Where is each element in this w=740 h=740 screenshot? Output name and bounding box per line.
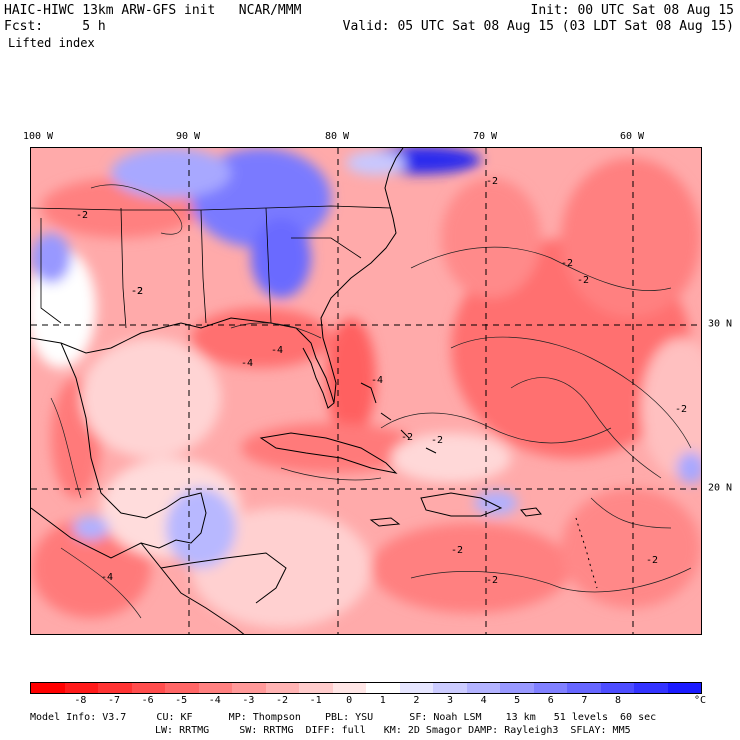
contour-label: -2 bbox=[76, 210, 88, 221]
colorbar-segment bbox=[600, 683, 634, 693]
colorbar-segment bbox=[64, 683, 98, 693]
contour-label: -2 bbox=[401, 432, 413, 443]
colorbar-segment bbox=[433, 683, 467, 693]
colorbar-segment bbox=[667, 683, 701, 693]
colorbar-segment bbox=[232, 683, 266, 693]
contour-label: -2 bbox=[577, 275, 589, 286]
coastlines bbox=[31, 148, 598, 634]
colorbar-tick-label: 3 bbox=[446, 695, 454, 706]
lon-label-70w: 70 W bbox=[472, 131, 498, 142]
colorbar-tick-label: -3 bbox=[242, 695, 255, 706]
valid-time: Valid: 05 UTC Sat 08 Aug 15 (03 LDT Sat … bbox=[342, 19, 734, 34]
graticule bbox=[31, 148, 701, 634]
field-name: Lifted index bbox=[8, 36, 95, 50]
contour-label: -2 bbox=[486, 575, 498, 586]
model-info-line1: Model Info: V3.7 CU: KF MP: Thompson PBL… bbox=[30, 712, 657, 723]
contour-label: -2 bbox=[131, 286, 143, 297]
model-title: HAIC-HIWC 13km ARW-GFS init NCAR/MMM bbox=[4, 3, 302, 18]
colorbar-tick-label: 5 bbox=[514, 695, 521, 706]
colorbar-segment bbox=[332, 683, 366, 693]
colorbar-tick-label: 8 bbox=[614, 695, 622, 706]
lat-label-20n: 20 N bbox=[708, 482, 733, 494]
lon-label-90w: 90 W bbox=[175, 131, 201, 142]
colorbar-segment bbox=[299, 683, 333, 693]
contour-labels: -2 -2 -2 -2 -4 -4 -2 -2 -2 -2 -4 -2 -2 -… bbox=[76, 176, 687, 586]
colorbar-tick-label: 2 bbox=[413, 695, 420, 706]
colorbar-tick-label: 4 bbox=[480, 695, 487, 706]
contour-label: -4 bbox=[101, 572, 113, 583]
lon-label-60w: 60 W bbox=[619, 131, 645, 142]
contour-label: -2 bbox=[451, 545, 463, 556]
contour-label: -2 bbox=[431, 435, 443, 446]
contour-label: -2 bbox=[131, 286, 143, 297]
colorbar-segment bbox=[500, 683, 534, 693]
colorbar-tick-label: -7 bbox=[107, 695, 121, 706]
colorbar-segment bbox=[198, 683, 232, 693]
colorbar-tick-label: -2 bbox=[275, 695, 289, 706]
contour-label: -4 bbox=[271, 345, 283, 356]
lat-label-30n: 30 N bbox=[708, 318, 733, 330]
colorbar-segment bbox=[366, 683, 400, 693]
colorbar-segment bbox=[165, 683, 199, 693]
colorbar-tick-label: -6 bbox=[141, 695, 154, 706]
colorbar-tick-label: -5 bbox=[175, 695, 188, 706]
map-panel: -2 -2 -2 -2 -4 -4 -2 -2 -2 -2 -4 -2 -2 -… bbox=[30, 147, 702, 635]
colorbar bbox=[30, 682, 702, 694]
colorbar-segment bbox=[399, 683, 433, 693]
colorbar-tick-label: -1 bbox=[309, 695, 322, 706]
colorbar-segment bbox=[634, 683, 668, 693]
colorbar-segment bbox=[31, 683, 65, 693]
forecast-hour: Fcst: 5 h bbox=[4, 19, 106, 34]
colorbar-tick-label: 1 bbox=[379, 695, 386, 706]
lifted-index-map: -2 -2 -2 -2 -4 -4 -2 -2 -2 -2 -4 -2 -2 -… bbox=[31, 148, 701, 634]
contour-label: -4 bbox=[371, 375, 383, 386]
colorbar-tick-label: 7 bbox=[581, 695, 588, 706]
lon-label-100w: 100 W bbox=[22, 131, 54, 142]
colorbar-segment bbox=[131, 683, 165, 693]
contour-label: -2 bbox=[486, 176, 498, 187]
field-shading bbox=[31, 148, 701, 628]
init-time: Init: 00 UTC Sat 08 Aug 15 bbox=[530, 3, 735, 18]
colorbar-segment bbox=[567, 683, 601, 693]
colorbar-segment bbox=[265, 683, 299, 693]
colorbar-segment bbox=[98, 683, 132, 693]
colorbar-unit: °C bbox=[694, 695, 707, 706]
colorbar-tick-label: 6 bbox=[547, 695, 554, 706]
colorbar-tick-label: -4 bbox=[208, 695, 221, 706]
contour-label: -2 bbox=[675, 404, 687, 415]
colorbar-tick-label: 0 bbox=[346, 695, 353, 706]
lon-label-80w: 80 W bbox=[324, 131, 350, 142]
contour-label: -4 bbox=[241, 358, 253, 369]
contour-lines bbox=[50, 184, 692, 619]
colorbar-tick-label: -8 bbox=[74, 695, 87, 706]
contour-label: -2 bbox=[646, 555, 658, 566]
model-info-line2: LW: RRTMG SW: RRTMG DIFF: full KM: 2D Sm… bbox=[155, 725, 631, 736]
colorbar-segment bbox=[466, 683, 500, 693]
contour-label: -2 bbox=[561, 258, 573, 269]
colorbar-segment bbox=[533, 683, 567, 693]
